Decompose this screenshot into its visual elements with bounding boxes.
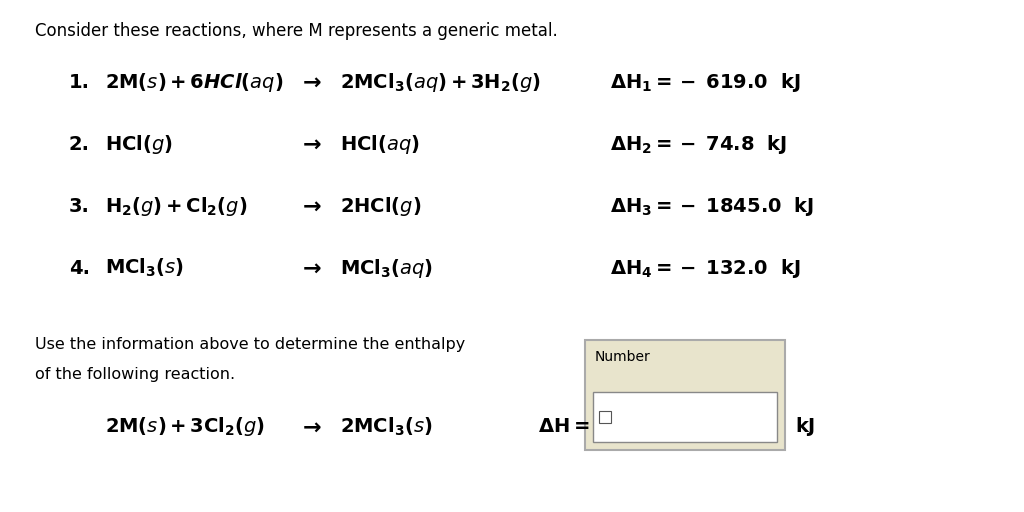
- Text: 1.: 1.: [69, 73, 90, 92]
- Text: $\mathbf{\Delta H_2= -\ 74.8\ \ kJ}$: $\mathbf{\Delta H_2= -\ 74.8\ \ kJ}$: [610, 133, 786, 156]
- Text: $\mathbf{\Delta H_4= -\ 132.0\ \ kJ}$: $\mathbf{\Delta H_4= -\ 132.0\ \ kJ}$: [610, 257, 801, 280]
- Text: $\mathbf{2M(}\mathit{s}\mathbf{)+3Cl_2(}\mathit{g}\mathbf{)}$: $\mathbf{2M(}\mathit{s}\mathbf{)+3Cl_2(}…: [105, 416, 265, 438]
- Text: 3.: 3.: [70, 197, 90, 216]
- FancyBboxPatch shape: [585, 340, 785, 450]
- Text: $\mathbf{2HCl(}\mathit{g}\mathbf{)}$: $\mathbf{2HCl(}\mathit{g}\mathbf{)}$: [340, 195, 422, 218]
- Text: of the following reaction.: of the following reaction.: [35, 367, 236, 382]
- Text: $\mathbf{2MCl_3(}\mathit{aq}\mathbf{)+3H_2(}\mathit{g}\mathbf{)}$: $\mathbf{2MCl_3(}\mathit{aq}\mathbf{)+3H…: [340, 71, 541, 94]
- Text: $\mathbf{\Delta H_3= -\ 1845.0\ \ kJ}$: $\mathbf{\Delta H_3= -\ 1845.0\ \ kJ}$: [610, 195, 814, 218]
- Text: $\mathbf{2M}\boldsymbol{(}\mathit{s}\boldsymbol{)+6HCl(}\mathit{aq}\boldsymbol{): $\mathbf{2M}\boldsymbol{(}\mathit{s}\bol…: [105, 71, 284, 94]
- Text: $\mathbf{2MCl_3(}\mathit{s}\mathbf{)}$: $\mathbf{2MCl_3(}\mathit{s}\mathbf{)}$: [340, 416, 432, 438]
- Text: 2.: 2.: [69, 135, 90, 154]
- Text: $\boldsymbol{\rightarrow}$: $\boldsymbol{\rightarrow}$: [298, 258, 322, 278]
- Text: $\mathbf{kJ}$: $\mathbf{kJ}$: [795, 416, 815, 438]
- Text: Use the information above to determine the enthalpy: Use the information above to determine t…: [35, 337, 465, 352]
- Text: 4.: 4.: [69, 259, 90, 278]
- Text: $\mathbf{MCl_3(}\mathit{aq}\mathbf{)}$: $\mathbf{MCl_3(}\mathit{aq}\mathbf{)}$: [340, 257, 433, 280]
- Text: $\mathbf{HCl(}\mathit{g}\mathbf{)}$: $\mathbf{HCl(}\mathit{g}\mathbf{)}$: [105, 133, 173, 156]
- Text: $\mathbf{HCl(}\mathit{aq}\mathbf{)}$: $\mathbf{HCl(}\mathit{aq}\mathbf{)}$: [340, 133, 420, 156]
- Text: Number: Number: [595, 350, 650, 364]
- Text: Consider these reactions, where M represents a generic metal.: Consider these reactions, where M repres…: [35, 22, 558, 40]
- Text: $\mathbf{MCl_3(}\mathit{s}\mathbf{)}$: $\mathbf{MCl_3(}\mathit{s}\mathbf{)}$: [105, 257, 184, 279]
- Text: $\boldsymbol{\rightarrow}$: $\boldsymbol{\rightarrow}$: [298, 72, 322, 92]
- Text: $\boldsymbol{\rightarrow}$: $\boldsymbol{\rightarrow}$: [298, 134, 322, 154]
- Text: $\boldsymbol{\rightarrow}$: $\boldsymbol{\rightarrow}$: [298, 417, 322, 437]
- Text: $\mathbf{H_2(}\mathit{g}\mathbf{)+Cl_2(}\mathit{g}\mathbf{)}$: $\mathbf{H_2(}\mathit{g}\mathbf{)+Cl_2(}…: [105, 195, 248, 218]
- Text: $\mathbf{\Delta H_1= -\ 619.0\ \ kJ}$: $\mathbf{\Delta H_1= -\ 619.0\ \ kJ}$: [610, 71, 801, 94]
- Text: $\boldsymbol{\rightarrow}$: $\boldsymbol{\rightarrow}$: [298, 196, 322, 216]
- Text: $\mathbf{\Delta H=}$: $\mathbf{\Delta H=}$: [538, 417, 590, 437]
- FancyBboxPatch shape: [593, 392, 777, 442]
- FancyBboxPatch shape: [599, 411, 611, 423]
